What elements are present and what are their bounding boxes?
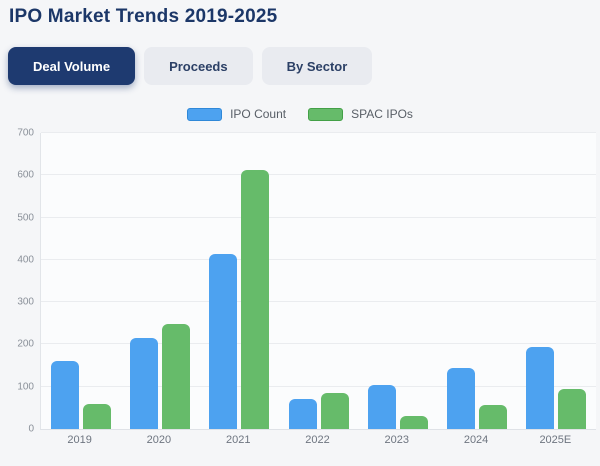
y-axis-tick-label: 400 (17, 254, 34, 266)
tab-bar: Deal Volume Proceeds By Sector (8, 47, 373, 85)
x-axis-label: 2019 (67, 434, 92, 446)
spac-ipos-swatch-icon (308, 107, 344, 121)
tab-proceeds[interactable]: Proceeds (144, 47, 253, 85)
bar-ipo-count-2020[interactable] (129, 338, 158, 429)
gridline (41, 301, 596, 303)
x-axis-label: 2023 (384, 434, 410, 446)
y-axis-tick-label: 600 (17, 169, 34, 181)
legend-item-ipo-count[interactable]: IPO Count (187, 107, 286, 121)
x-axis-label: 2022 (305, 434, 330, 446)
legend-label: IPO Count (230, 107, 287, 121)
y-axis-tick-label: 200 (17, 338, 34, 350)
y-axis-tick-label: 500 (17, 212, 34, 224)
y-axis: 0 100 200 300 400 500 600 700 (0, 128, 38, 435)
bar-ipo-count-2021[interactable] (209, 254, 238, 429)
tab-by-sector[interactable]: By Sector (261, 47, 373, 85)
plot-area (40, 132, 596, 430)
x-axis-label: 2025E (539, 434, 572, 446)
y-axis-tick-label: 100 (17, 381, 34, 393)
gridline (41, 174, 596, 176)
gridline (41, 258, 596, 260)
y-axis-tick-label: 300 (17, 296, 34, 308)
gridline (41, 343, 596, 345)
bar-spac-ipos-2025E[interactable] (558, 388, 587, 429)
page-title: IPO Market Trends 2019-2025 (9, 6, 278, 27)
gridline (41, 216, 596, 218)
x-axis-label: 2020 (146, 434, 172, 446)
y-axis-tick-label: 0 (28, 423, 34, 435)
gridline (41, 132, 596, 133)
bar-spac-ipos-2019[interactable] (82, 404, 111, 429)
chart-legend: IPO Count SPAC IPOs (0, 107, 600, 121)
bar-spac-ipos-2023[interactable] (399, 415, 428, 429)
legend-item-spac-ipos[interactable]: SPAC IPOs (308, 107, 413, 121)
x-axis: 2019 2020 2021 2022 2023 2024 2025E (40, 431, 595, 453)
bar-spac-ipos-2022[interactable] (320, 392, 349, 429)
bar-spac-ipos-2020[interactable] (161, 324, 190, 429)
bar-spac-ipos-2024[interactable] (479, 404, 508, 429)
y-axis-tick-label: 700 (17, 127, 34, 139)
bar-ipo-count-2023[interactable] (367, 384, 396, 429)
bar-spac-ipos-2021[interactable] (241, 169, 270, 429)
tab-deal-volume[interactable]: Deal Volume (8, 47, 136, 85)
x-axis-label: 2021 (225, 434, 251, 446)
x-axis-label: 2024 (463, 434, 489, 446)
legend-label: SPAC IPOs (351, 107, 413, 121)
ipo-count-swatch-icon (187, 107, 223, 121)
bar-ipo-count-2025E[interactable] (526, 346, 555, 429)
bar-ipo-count-2024[interactable] (447, 367, 476, 429)
bar-ipo-count-2019[interactable] (50, 361, 79, 429)
gridline (41, 385, 596, 387)
bar-ipo-count-2022[interactable] (288, 399, 317, 429)
